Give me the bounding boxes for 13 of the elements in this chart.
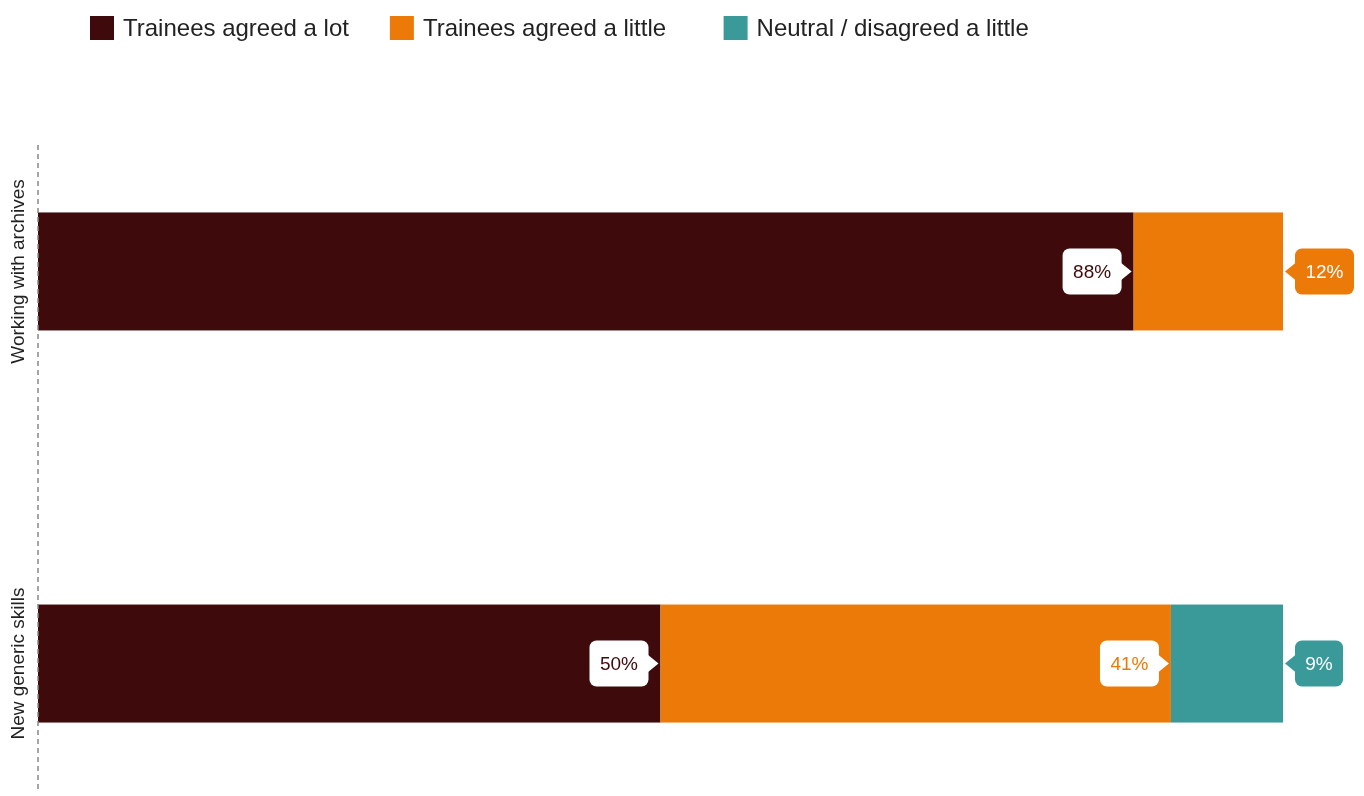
data-label: 50%	[599, 653, 639, 675]
data-label: 9%	[1305, 653, 1333, 675]
y-tick-label: New generic skills	[7, 587, 28, 740]
bar	[38, 212, 1134, 331]
data-label: 41%	[1110, 653, 1149, 675]
legend-label: Trainees agreed a lot	[123, 14, 350, 42]
legend-label: Neutral / disagreed a little	[756, 14, 1029, 42]
y-tick-label: Working with archives	[7, 179, 28, 364]
bar	[38, 604, 661, 723]
data-label: 88%	[1073, 261, 1112, 283]
bar	[660, 604, 1171, 723]
data-label: 12%	[1305, 261, 1344, 283]
legend-label: Trainees agreed a little	[422, 14, 667, 42]
